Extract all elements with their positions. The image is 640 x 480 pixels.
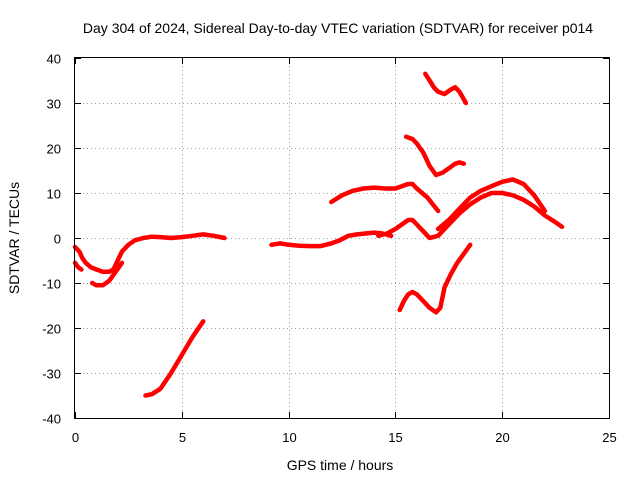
y-tick-label: 10 [47,187,61,202]
plot-series [72,71,565,398]
series-arc-11 [423,71,469,106]
series-arc-1 [72,232,227,275]
x-axis-label: GPS time / hours [287,457,394,473]
plot-frame [74,57,610,419]
series-arc-9 [397,242,473,315]
series-arc-6 [329,181,441,214]
x-tick-label: 5 [179,430,186,445]
y-tick-label: 30 [47,97,61,112]
y-tick-label: -40 [42,412,61,427]
y-tick-label: 20 [47,142,61,157]
x-tick-label: 10 [282,430,296,445]
series-arc-5 [269,230,394,249]
series-arc-4 [143,319,206,398]
x-tick-label: 20 [495,430,509,445]
series-arc-8 [435,177,548,232]
chart-title: Day 304 of 2024, Sidereal Day-to-day VTE… [83,20,593,36]
x-tick-label: 0 [72,430,79,445]
series-arc-7 [376,190,565,241]
y-tick-label: 40 [47,52,61,67]
series-arc-10 [403,134,467,178]
y-tick-label: -20 [42,322,61,337]
y-tick-label: 0 [54,232,61,247]
y-axis-label: SDTVAR / TECUs [6,182,22,294]
x-tick-label: 15 [388,430,402,445]
y-tick-label: -10 [42,277,61,292]
series-arc-3 [89,260,125,288]
y-tick-label: -30 [42,367,61,382]
axis-ticks: 0 5 10 15 20 25 -40 -30 -20 -10 0 10 20 30 40 [42,52,617,446]
series-arc-2 [72,260,84,272]
x-tick-label: 25 [602,430,616,445]
